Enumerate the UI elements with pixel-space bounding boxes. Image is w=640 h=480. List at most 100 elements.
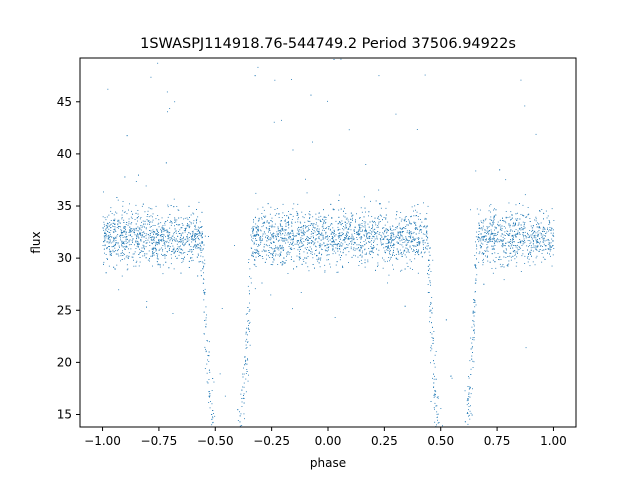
data-point [527,207,529,208]
data-point [486,230,488,232]
data-point [393,229,395,231]
data-point [196,222,197,224]
data-point [104,244,106,246]
x-tick-label: 0.75 [484,434,511,448]
data-point [113,244,115,246]
data-point [414,254,416,256]
data-point [198,230,199,231]
data-point [104,232,105,234]
data-point [371,220,373,222]
data-point [286,239,288,241]
data-point [434,354,436,356]
data-point [347,244,349,246]
data-point [163,238,164,240]
data-point [376,232,378,234]
data-point [331,241,333,243]
data-point [467,413,469,414]
data-point [516,247,518,249]
data-point [537,246,539,247]
data-point [389,260,390,262]
data-point [416,215,417,216]
data-point [409,222,410,224]
data-point [192,212,194,214]
data-point [398,253,400,255]
data-point [405,236,407,238]
data-point [494,245,496,246]
data-point [285,219,286,221]
data-point [358,250,360,252]
data-point [204,320,205,321]
data-point [317,231,319,232]
data-point [358,234,360,236]
data-point [362,245,364,247]
data-point [193,239,195,240]
data-point [300,229,302,231]
data-point [192,232,194,234]
data-point [426,232,427,234]
data-point [387,221,389,223]
data-point [546,217,548,219]
data-point [253,243,255,244]
data-point [339,248,341,250]
data-point [488,238,490,240]
data-point [254,288,256,290]
data-point [333,233,335,235]
data-point [270,206,272,208]
data-point [344,221,346,223]
data-point [474,332,475,334]
data-point [255,250,257,252]
data-point [331,217,333,219]
data-point [517,233,518,235]
data-point [252,230,254,232]
data-point [373,242,374,243]
data-point [410,231,412,233]
data-point [436,397,438,398]
data-point [208,351,210,353]
data-point [379,203,381,205]
data-point [130,216,132,218]
data-point [407,266,409,267]
data-point [383,233,385,235]
data-point [382,267,384,269]
data-point [396,258,398,260]
data-point [174,219,176,221]
data-point [197,247,199,249]
data-point [389,258,391,260]
data-point [121,240,123,242]
data-point [322,218,324,220]
data-point [121,229,123,231]
data-point [157,223,159,225]
data-point [510,224,511,226]
data-point [514,222,516,224]
data-point [144,223,146,225]
data-point [149,208,151,210]
data-point [361,247,362,249]
data-point [379,238,381,239]
data-point [357,256,359,258]
data-point [342,233,344,235]
data-point [182,238,184,239]
data-point [202,282,204,284]
data-point [140,250,142,252]
data-point [523,224,525,226]
data-point [384,224,386,226]
data-point [424,251,426,253]
data-point [396,241,398,243]
data-point [200,246,202,248]
data-point [145,235,147,237]
data-point [519,241,521,243]
data-point [199,227,201,228]
data-point [482,222,484,224]
data-point [472,310,474,312]
data-point [249,302,250,304]
data-point [283,238,285,239]
data-point [106,235,108,237]
data-point [202,241,204,243]
data-point [434,393,436,395]
data-point [490,216,492,218]
data-point [510,259,512,261]
data-point [417,245,418,246]
data-point [488,230,490,232]
data-point [289,213,291,215]
data-point [333,59,335,60]
